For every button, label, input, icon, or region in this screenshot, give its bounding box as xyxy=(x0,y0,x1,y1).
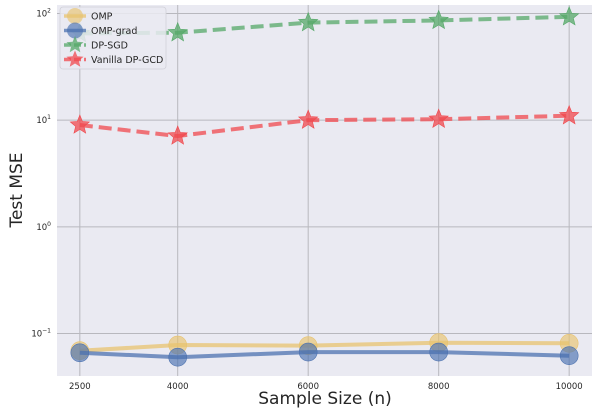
data-point-star xyxy=(69,114,91,134)
legend-label: Vanilla DP-GCD xyxy=(91,55,163,66)
legend: OMP OMP-grad DP-SGD Vanilla DP-GCD xyxy=(59,6,167,70)
data-point-star xyxy=(167,21,188,42)
x-tick-label: 10000 xyxy=(556,382,583,392)
data-point-circle xyxy=(298,342,318,362)
data-point-star xyxy=(428,9,449,30)
legend-marker-star xyxy=(66,50,84,67)
legend-marker-circle xyxy=(67,22,83,39)
data-point-circle xyxy=(429,342,448,362)
legend-marker-star xyxy=(66,36,84,53)
y-tick-label: 101 xyxy=(36,114,51,126)
y-tick-label: 102 xyxy=(36,7,51,19)
data-point-star xyxy=(558,104,580,125)
x-tick-label: 8000 xyxy=(428,382,450,392)
y-tick-label: 10−1 xyxy=(31,328,51,340)
x-axis-ticks: 2500 4000 6000 8000 10000 xyxy=(69,382,583,392)
series-layer xyxy=(69,6,580,367)
y-axis-label: Test MSE xyxy=(7,152,27,228)
x-tick-label: 2500 xyxy=(69,382,91,392)
data-point-star xyxy=(558,6,580,26)
legend-label: DP-SGD xyxy=(91,41,128,52)
data-point-circle xyxy=(168,347,188,367)
legend-label: OMP xyxy=(91,12,113,23)
data-point-star xyxy=(167,125,188,145)
data-point-circle xyxy=(559,346,579,365)
data-point-star xyxy=(428,108,449,128)
legend-box xyxy=(59,6,167,70)
series-omp-grad xyxy=(70,342,579,367)
x-axis-label: Sample Size (n) xyxy=(258,389,392,409)
data-point-star xyxy=(297,11,319,32)
x-tick-label: 4000 xyxy=(167,382,189,392)
legend-marker-circle xyxy=(67,8,83,24)
legend-label: OMP-grad xyxy=(91,26,137,37)
y-tick-label: 100 xyxy=(36,221,51,233)
x-tick-label: 6000 xyxy=(297,382,319,392)
data-point-star xyxy=(297,109,319,129)
series-vanilla-dp-gcd xyxy=(69,104,580,145)
data-point-circle xyxy=(70,343,90,363)
y-axis-ticks: 10−1 100 101 102 xyxy=(31,7,51,339)
